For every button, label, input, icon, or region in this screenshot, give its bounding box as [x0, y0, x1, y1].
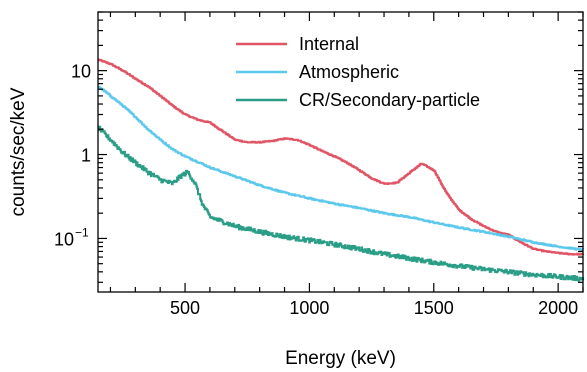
y-tick-label: 10 — [71, 62, 91, 82]
axis-ticks — [98, 11, 584, 292]
y-tick-label: 10 — [54, 229, 74, 249]
series-lines — [97, 58, 584, 282]
y-tick-label-exponent: −1 — [75, 225, 89, 239]
series-line-atmospheric — [97, 85, 584, 252]
legend: Internal Atmospheric CR/Secondary-particle — [236, 34, 480, 110]
legend-label: Atmospheric — [299, 62, 399, 82]
y-axis-title: counts/sec/keV — [8, 87, 29, 216]
x-axis-title: Energy (keV) — [285, 348, 396, 369]
x-tick-label: 1000 — [289, 298, 329, 318]
x-tick-label: 500 — [170, 298, 200, 318]
series-line-internal — [97, 58, 584, 256]
legend-label: CR/Secondary-particle — [299, 90, 480, 110]
y-tick-label: 1 — [81, 146, 91, 166]
series-line-cr-secondary-particle — [97, 125, 584, 282]
plot-frame — [97, 11, 584, 293]
legend-label: Internal — [299, 34, 359, 54]
x-tick-label: 1500 — [414, 298, 454, 318]
x-tick-labels: 500 1000 1500 2000 — [170, 298, 578, 318]
x-tick-label: 2000 — [538, 298, 578, 318]
